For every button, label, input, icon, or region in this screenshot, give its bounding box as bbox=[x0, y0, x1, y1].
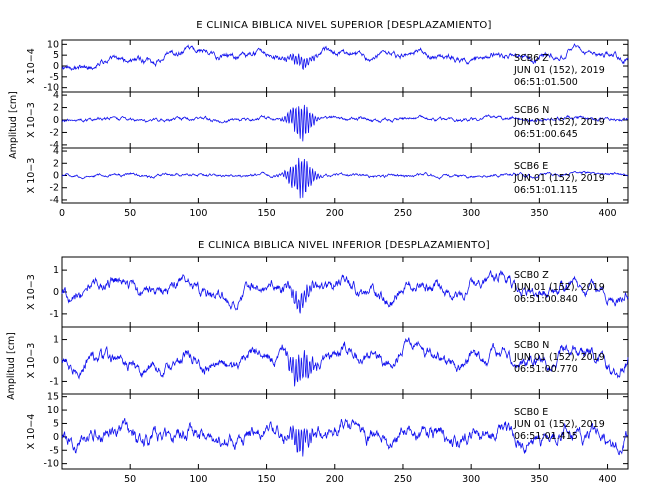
x-tick-label: 350 bbox=[530, 474, 548, 485]
trace-annotation-line: JUN 01 (152), 2019 bbox=[513, 419, 605, 430]
trace-annotation-line: 06:51:00.645 bbox=[514, 129, 578, 140]
seismic-trace bbox=[61, 43, 629, 72]
y-tick-label: -5 bbox=[50, 72, 59, 83]
y-tick-label: 4 bbox=[53, 146, 59, 157]
trace-annotation-line: SCB0 E bbox=[514, 407, 548, 418]
y-tick-label: 0 bbox=[53, 61, 59, 72]
y-tick-label: 10 bbox=[47, 39, 59, 50]
x-tick-label: 100 bbox=[189, 474, 207, 485]
y-tick-label: -2 bbox=[50, 183, 59, 194]
y-tick-label: -10 bbox=[43, 83, 59, 94]
lower-level-figure: E CLINICA BIBLICA NIVEL INFERIOR [DESPLA… bbox=[6, 240, 629, 485]
y-tick-label: -1 bbox=[50, 309, 59, 320]
trace-annotation-line: JUN 01 (152), 2019 bbox=[513, 117, 605, 128]
x-tick-label: 200 bbox=[326, 208, 344, 219]
x-tick-label: 300 bbox=[462, 474, 480, 485]
y-tick-label: 1 bbox=[53, 335, 59, 346]
x-tick-label: 150 bbox=[258, 474, 276, 485]
x-tick-label: 400 bbox=[598, 208, 616, 219]
trace-annotation-line: JUN 01 (152), 2019 bbox=[513, 173, 605, 184]
trace-annotation-line: JUN 01 (152), 2019 bbox=[513, 352, 605, 363]
seismic-trace bbox=[61, 337, 629, 387]
seismic-trace bbox=[61, 269, 629, 314]
y-tick-label: 0 bbox=[53, 171, 59, 182]
upper-level-figure: E CLINICA BIBLICA NIVEL SUPERIOR [DESPLA… bbox=[8, 20, 629, 219]
y-tick-label: -10 bbox=[43, 459, 59, 470]
trace-annotation-line: 06:51:01.415 bbox=[514, 431, 578, 442]
trace-annotation-line: JUN 01 (152), 2019 bbox=[513, 282, 605, 293]
y-tick-label: -1 bbox=[50, 376, 59, 387]
scale-label: X 10−4 bbox=[26, 414, 37, 450]
trace-annotation-line: SCB0 N bbox=[514, 340, 549, 351]
trace-annotation-line: 06:51:00.840 bbox=[514, 294, 578, 305]
trace-annotation-line: 06:51:01.500 bbox=[514, 77, 578, 88]
y-tick-label: -4 bbox=[50, 195, 59, 206]
x-tick-label: 250 bbox=[394, 474, 412, 485]
lower-ylabel: Amplitud [cm] bbox=[6, 332, 17, 400]
x-tick-label: 50 bbox=[124, 208, 136, 219]
x-tick-label: 400 bbox=[598, 474, 616, 485]
x-tick-label: 50 bbox=[124, 474, 136, 485]
trace-annotation-line: JUN 01 (152), 2019 bbox=[513, 65, 605, 76]
trace-annotation-line: 06:51:00.770 bbox=[514, 364, 578, 375]
y-tick-label: 15 bbox=[47, 392, 59, 403]
scale-label: X 10−3 bbox=[26, 274, 37, 310]
scale-label: X 10−3 bbox=[26, 102, 37, 138]
x-tick-label: 250 bbox=[394, 208, 412, 219]
x-tick-label: 350 bbox=[530, 208, 548, 219]
y-tick-label: -4 bbox=[50, 140, 59, 151]
trace-annotation-line: 06:51:01.115 bbox=[514, 185, 578, 196]
y-tick-label: 5 bbox=[53, 418, 59, 429]
panel-frame bbox=[61, 393, 629, 470]
scale-label: X 10−3 bbox=[26, 158, 37, 194]
x-tick-label: 0 bbox=[59, 208, 65, 219]
y-tick-label: 10 bbox=[47, 405, 59, 416]
upper-title: E CLINICA BIBLICA NIVEL SUPERIOR [DESPLA… bbox=[196, 20, 491, 31]
x-tick-label: 150 bbox=[258, 208, 276, 219]
y-tick-label: 0 bbox=[53, 356, 59, 367]
lower-title: E CLINICA BIBLICA NIVEL INFERIOR [DESPLA… bbox=[198, 240, 490, 251]
y-tick-label: 0 bbox=[53, 432, 59, 443]
y-tick-label: -2 bbox=[50, 127, 59, 138]
y-tick-label: 5 bbox=[53, 50, 59, 61]
x-tick-label: 100 bbox=[189, 208, 207, 219]
y-tick-label: 0 bbox=[53, 115, 59, 126]
seismic-trace bbox=[61, 157, 629, 199]
y-tick-label: 2 bbox=[53, 158, 59, 169]
seismic-trace bbox=[61, 104, 629, 142]
y-tick-label: -5 bbox=[50, 445, 59, 456]
trace-annotation-line: SCB0 Z bbox=[514, 270, 549, 281]
y-tick-label: 4 bbox=[53, 90, 59, 101]
trace-annotation-line: SCB6 N bbox=[514, 105, 549, 116]
x-tick-label: 300 bbox=[462, 208, 480, 219]
trace-annotation-line: SCB6 E bbox=[514, 161, 548, 172]
y-tick-label: 0 bbox=[53, 287, 59, 298]
upper-ylabel: Amplitud [cm] bbox=[8, 91, 19, 159]
x-tick-label: 200 bbox=[326, 474, 344, 485]
trace-annotation-line: SCB6 Z bbox=[514, 53, 549, 64]
seismic-trace bbox=[61, 417, 629, 457]
y-tick-label: 2 bbox=[53, 103, 59, 114]
scale-label: X 10−3 bbox=[26, 343, 37, 379]
y-tick-label: 1 bbox=[53, 265, 59, 276]
scale-label: X 10−4 bbox=[26, 48, 37, 84]
